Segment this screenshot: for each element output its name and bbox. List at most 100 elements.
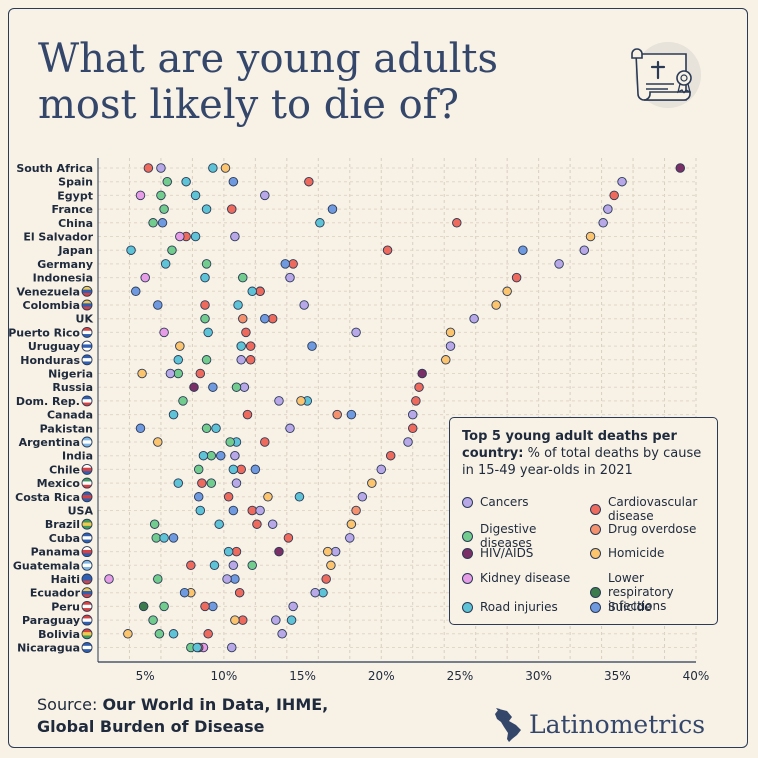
country-flag-icon <box>81 340 93 352</box>
legend-swatch <box>590 503 601 515</box>
data-point <box>617 176 627 187</box>
data-point <box>159 327 169 338</box>
data-point <box>153 437 163 447</box>
country-label: Mexico <box>37 477 81 490</box>
data-point <box>228 505 239 516</box>
x-tick-label: 25% <box>447 669 474 683</box>
data-point <box>209 560 220 571</box>
data-point <box>288 601 298 612</box>
legend-entry: Lower respiratory infections <box>590 571 710 613</box>
data-point <box>198 450 209 461</box>
country-label: France <box>52 203 93 216</box>
data-point <box>151 533 161 543</box>
legend-swatch <box>590 523 601 535</box>
data-point <box>222 574 232 584</box>
data-point <box>367 478 377 488</box>
data-point <box>554 259 564 269</box>
country-label: Canada <box>47 409 93 422</box>
country-flag-icon <box>81 532 93 544</box>
legend-label: Lower respiratory infections <box>608 571 674 613</box>
country-label: Pakistan <box>40 422 93 435</box>
data-point <box>228 464 239 475</box>
data-point <box>203 629 213 639</box>
country-label: Spain <box>58 176 93 189</box>
country-flag-icon <box>81 326 93 338</box>
data-point <box>255 286 265 297</box>
legend-label: Kidney disease <box>480 571 571 585</box>
data-point <box>299 300 309 310</box>
country-label: Germany <box>37 258 93 271</box>
country-flag-icon <box>81 463 93 475</box>
data-point <box>603 204 613 214</box>
data-point <box>441 355 451 365</box>
data-point <box>585 231 596 242</box>
x-axis: 5% 10% 15% 20% 25% 30% 35% 40% <box>97 158 709 683</box>
data-point <box>175 231 185 242</box>
data-point <box>250 464 261 475</box>
country-flag-icon <box>81 477 93 489</box>
country-flag-icon <box>81 436 93 448</box>
x-tick-label: 5% <box>136 669 155 683</box>
data-point <box>518 245 528 255</box>
data-point <box>326 560 336 571</box>
data-point <box>138 601 149 612</box>
country-label: Russia <box>52 381 93 394</box>
data-point <box>153 574 163 584</box>
data-point <box>382 245 393 255</box>
data-point <box>159 601 169 612</box>
data-points <box>104 163 686 653</box>
data-point <box>267 313 278 324</box>
data-point <box>230 450 240 461</box>
data-point <box>283 533 294 543</box>
data-point <box>200 601 210 612</box>
country-label: Ecuador <box>30 587 81 600</box>
data-point <box>511 272 522 283</box>
country-flag-icon <box>81 299 93 311</box>
title-line-1: What are young adults <box>38 36 498 82</box>
data-point <box>414 382 424 392</box>
data-point <box>173 355 184 365</box>
data-point <box>228 560 239 571</box>
data-point <box>203 327 213 338</box>
country-label: UK <box>76 313 94 326</box>
data-point <box>220 163 231 173</box>
data-point <box>351 327 361 338</box>
country-flag-icon <box>81 573 93 585</box>
country-label: South Africa <box>16 162 93 175</box>
data-point <box>407 423 418 434</box>
data-point <box>175 341 185 351</box>
country-label: Indonesia <box>33 272 93 285</box>
data-point <box>195 368 206 379</box>
data-point <box>154 629 165 639</box>
country-label: Argentina <box>19 436 80 449</box>
legend-entry: Digestive diseases <box>462 522 582 550</box>
data-point <box>452 218 462 228</box>
legend-swatch <box>462 530 473 542</box>
data-point <box>579 245 590 255</box>
data-point <box>131 286 141 297</box>
data-point <box>227 204 237 214</box>
data-point <box>160 259 171 269</box>
legend-label: Road injuries <box>480 600 558 614</box>
data-point <box>165 368 176 379</box>
data-point <box>126 245 136 255</box>
data-point <box>135 190 146 201</box>
data-point <box>346 409 357 420</box>
data-point <box>173 368 184 379</box>
data-point <box>186 560 196 571</box>
data-point <box>159 204 169 214</box>
brand: Latinometrics <box>493 706 705 742</box>
data-point <box>228 176 239 187</box>
data-point <box>407 409 418 420</box>
data-point <box>445 327 456 338</box>
legend-entry: Suicide <box>590 600 710 614</box>
x-tick-label: 20% <box>368 669 395 683</box>
country-label: Japan <box>57 244 93 257</box>
data-point <box>502 286 512 297</box>
data-point <box>156 190 166 201</box>
data-point <box>411 396 421 406</box>
data-point <box>675 163 686 173</box>
data-point <box>285 272 295 283</box>
data-point <box>469 313 479 324</box>
data-point <box>231 382 242 392</box>
